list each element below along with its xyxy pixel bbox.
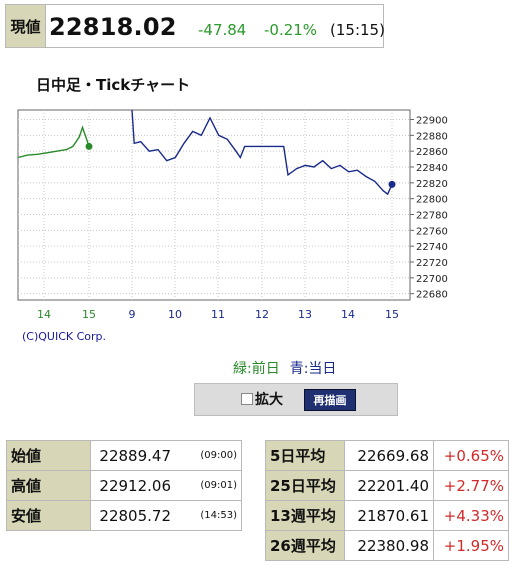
- current-price-value: 22818.02: [49, 13, 177, 41]
- tick-chart: 22900 22880 22860 22840 22820 22800 22780 22760…: [17, 109, 448, 321]
- avg-13w-percent: +4.33%: [433, 500, 509, 531]
- y-tick-label: 22740: [416, 242, 448, 253]
- ohl-table: 始値 22889.47 (09:00) 高値 22912.06 (09:01) …: [6, 440, 242, 531]
- zoom-controls: 拡大 再描画: [194, 383, 398, 416]
- price-change-percent: -0.21%: [264, 21, 318, 39]
- open-label: 始値: [6, 440, 91, 471]
- legend-today: 青:当日: [289, 361, 337, 377]
- x-tick-label: 14: [37, 308, 51, 321]
- avg-5d-label: 5日平均: [265, 440, 345, 471]
- table-row: 26週平均 22380.98 +1.95%: [265, 530, 509, 561]
- current-price-panel: 現値 22818.02 -47.84 -0.21% (15:15): [5, 4, 385, 48]
- y-tick-label: 22880: [416, 131, 448, 142]
- zoom-label: 拡大: [255, 392, 283, 408]
- x-tick-label: 9: [129, 308, 136, 321]
- y-tick-label: 22840: [416, 163, 448, 174]
- y-tick-label: 22800: [416, 195, 448, 206]
- table-row: 安値 22805.72 (14:53): [6, 500, 242, 531]
- y-tick-label: 22760: [416, 226, 448, 237]
- copyright: (C)QUICK Corp.: [22, 330, 107, 343]
- chart-title: 日中足・Tickチャート: [36, 76, 191, 94]
- previous-day-end-marker: [85, 142, 93, 150]
- today-end-marker: [388, 180, 396, 188]
- avg-26w-value: 22380.98: [344, 530, 434, 561]
- table-row: 13週平均 21870.61 +4.33%: [265, 500, 509, 531]
- avg-26w-label: 26週平均: [265, 530, 345, 561]
- y-tick-label: 22680: [416, 290, 448, 301]
- avg-5d-percent: +0.65%: [433, 440, 509, 471]
- x-tick-label: 15: [385, 308, 399, 321]
- x-tick-label: 12: [255, 308, 269, 321]
- y-tick-label: 22780: [416, 211, 448, 222]
- x-tick-label: 14: [341, 308, 355, 321]
- y-tick-label: 22820: [416, 179, 448, 190]
- zoom-checkbox[interactable]: [241, 393, 253, 405]
- y-tick-label: 22720: [416, 258, 448, 269]
- y-tick-label: 22700: [416, 274, 448, 285]
- moving-average-table: 5日平均 22669.68 +0.65% 25日平均 22201.40 +2.7…: [265, 440, 509, 561]
- avg-13w-label: 13週平均: [265, 500, 345, 531]
- plot-frame: [17, 109, 411, 301]
- previous-day-line: [17, 125, 90, 159]
- chart-legend: 緑:前日 青:当日: [233, 358, 336, 378]
- low-value: 22805.72: [90, 500, 175, 531]
- low-label: 安値: [6, 500, 91, 531]
- table-row: 高値 22912.06 (09:01): [6, 470, 242, 501]
- redraw-button[interactable]: 再描画: [304, 389, 356, 411]
- avg-25d-label: 25日平均: [265, 470, 345, 501]
- avg-13w-value: 21870.61: [344, 500, 434, 531]
- low-time: (14:53): [175, 500, 242, 531]
- high-label: 高値: [6, 470, 91, 501]
- table-row: 始値 22889.47 (09:00): [6, 440, 242, 471]
- legend-previous-day: 緑:前日: [233, 361, 280, 377]
- table-row: 25日平均 22201.40 +2.77%: [265, 470, 509, 501]
- price-change: -47.84: [198, 21, 247, 39]
- avg-26w-percent: +1.95%: [433, 530, 509, 561]
- avg-25d-value: 22201.40: [344, 470, 434, 501]
- avg-25d-percent: +2.77%: [433, 470, 509, 501]
- table-row: 5日平均 22669.68 +0.65%: [265, 440, 509, 471]
- avg-5d-value: 22669.68: [344, 440, 434, 471]
- y-tick-label: 22860: [416, 147, 448, 158]
- x-tick-label: 15: [82, 308, 96, 321]
- y-tick-label: 22900: [416, 116, 448, 127]
- open-time: (09:00): [175, 440, 242, 471]
- open-value: 22889.47: [90, 440, 175, 471]
- price-time: (15:15): [330, 21, 385, 39]
- high-time: (09:01): [175, 470, 242, 501]
- x-tick-label: 10: [168, 308, 182, 321]
- current-price-label: 現値: [6, 5, 46, 47]
- x-tick-label: 13: [298, 308, 312, 321]
- high-value: 22912.06: [90, 470, 175, 501]
- today-line: [131, 109, 393, 196]
- x-tick-label: 11: [211, 308, 225, 321]
